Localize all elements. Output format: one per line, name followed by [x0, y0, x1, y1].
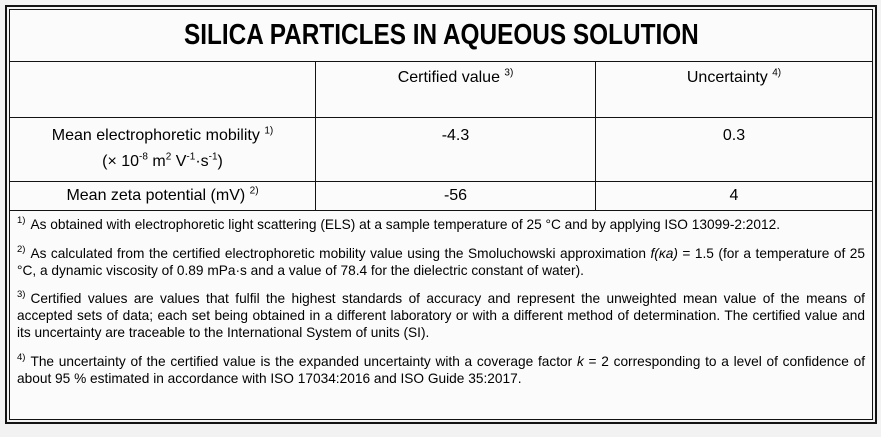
footnote-2: 2) As calculated from the certified elect…	[17, 245, 865, 279]
zeta-certified-value: -56	[316, 182, 596, 210]
mobility-unit: (× 10-8 m2 V-1·s-1)	[102, 151, 223, 170]
header-property-cell	[10, 62, 316, 117]
footnote-4: 4) The uncertainty of the certified value…	[17, 353, 865, 387]
footnotes-section: 1) As obtained with electrophoretic light…	[10, 211, 872, 419]
certificate-table: SILICA PARTICLES IN AQUEOUS SOLUTION Cer…	[9, 9, 873, 420]
footnote-2-marker: 2)	[17, 243, 26, 255]
table-row-zeta-potential: Mean zeta potential (mV) 2) -56 4	[10, 182, 872, 211]
footnote-1-marker: 1)	[17, 215, 26, 227]
mobility-label-cell: Mean electrophoretic mobility 1) (× 10-8…	[10, 118, 316, 181]
footnote-4-marker: 4)	[17, 351, 26, 363]
table-row-electrophoretic-mobility: Mean electrophoretic mobility 1) (× 10-8…	[10, 118, 872, 182]
header-uncertainty: Uncertainty 4)	[686, 67, 782, 86]
footnote-3: 3) Certified values are values that fulfi…	[17, 290, 865, 341]
footnote-2-text: As calculated from the certified electro…	[17, 245, 865, 278]
table-header-row: Certified value 3) Uncertainty 4)	[10, 62, 872, 118]
mobility-certified-value: -4.3	[316, 118, 596, 181]
title-row: SILICA PARTICLES IN AQUEOUS SOLUTION	[10, 10, 872, 62]
certificate-frame: SILICA PARTICLES IN AQUEOUS SOLUTION Cer…	[5, 5, 877, 424]
footnote-1: 1) As obtained with electrophoretic light…	[17, 216, 865, 233]
zeta-label: Mean zeta potential (mV) 2)	[10, 182, 316, 210]
footnote-1-text: As obtained with electrophoretic light s…	[30, 217, 781, 232]
header-certified-value: Certified value 3)	[316, 62, 596, 117]
footnote-3-marker: 3)	[17, 289, 26, 301]
zeta-uncertainty: 4	[729, 187, 739, 204]
footnote-4-text: The uncertainty of the certified value i…	[17, 353, 866, 386]
mobility-label: Mean electrophoretic mobility 1)	[51, 125, 274, 144]
footnote-3-text: Certified values are values that fulfil …	[17, 291, 865, 340]
mobility-uncertainty: 0.3	[722, 127, 746, 144]
page-title: SILICA PARTICLES IN AQUEOUS SOLUTION	[183, 19, 699, 51]
